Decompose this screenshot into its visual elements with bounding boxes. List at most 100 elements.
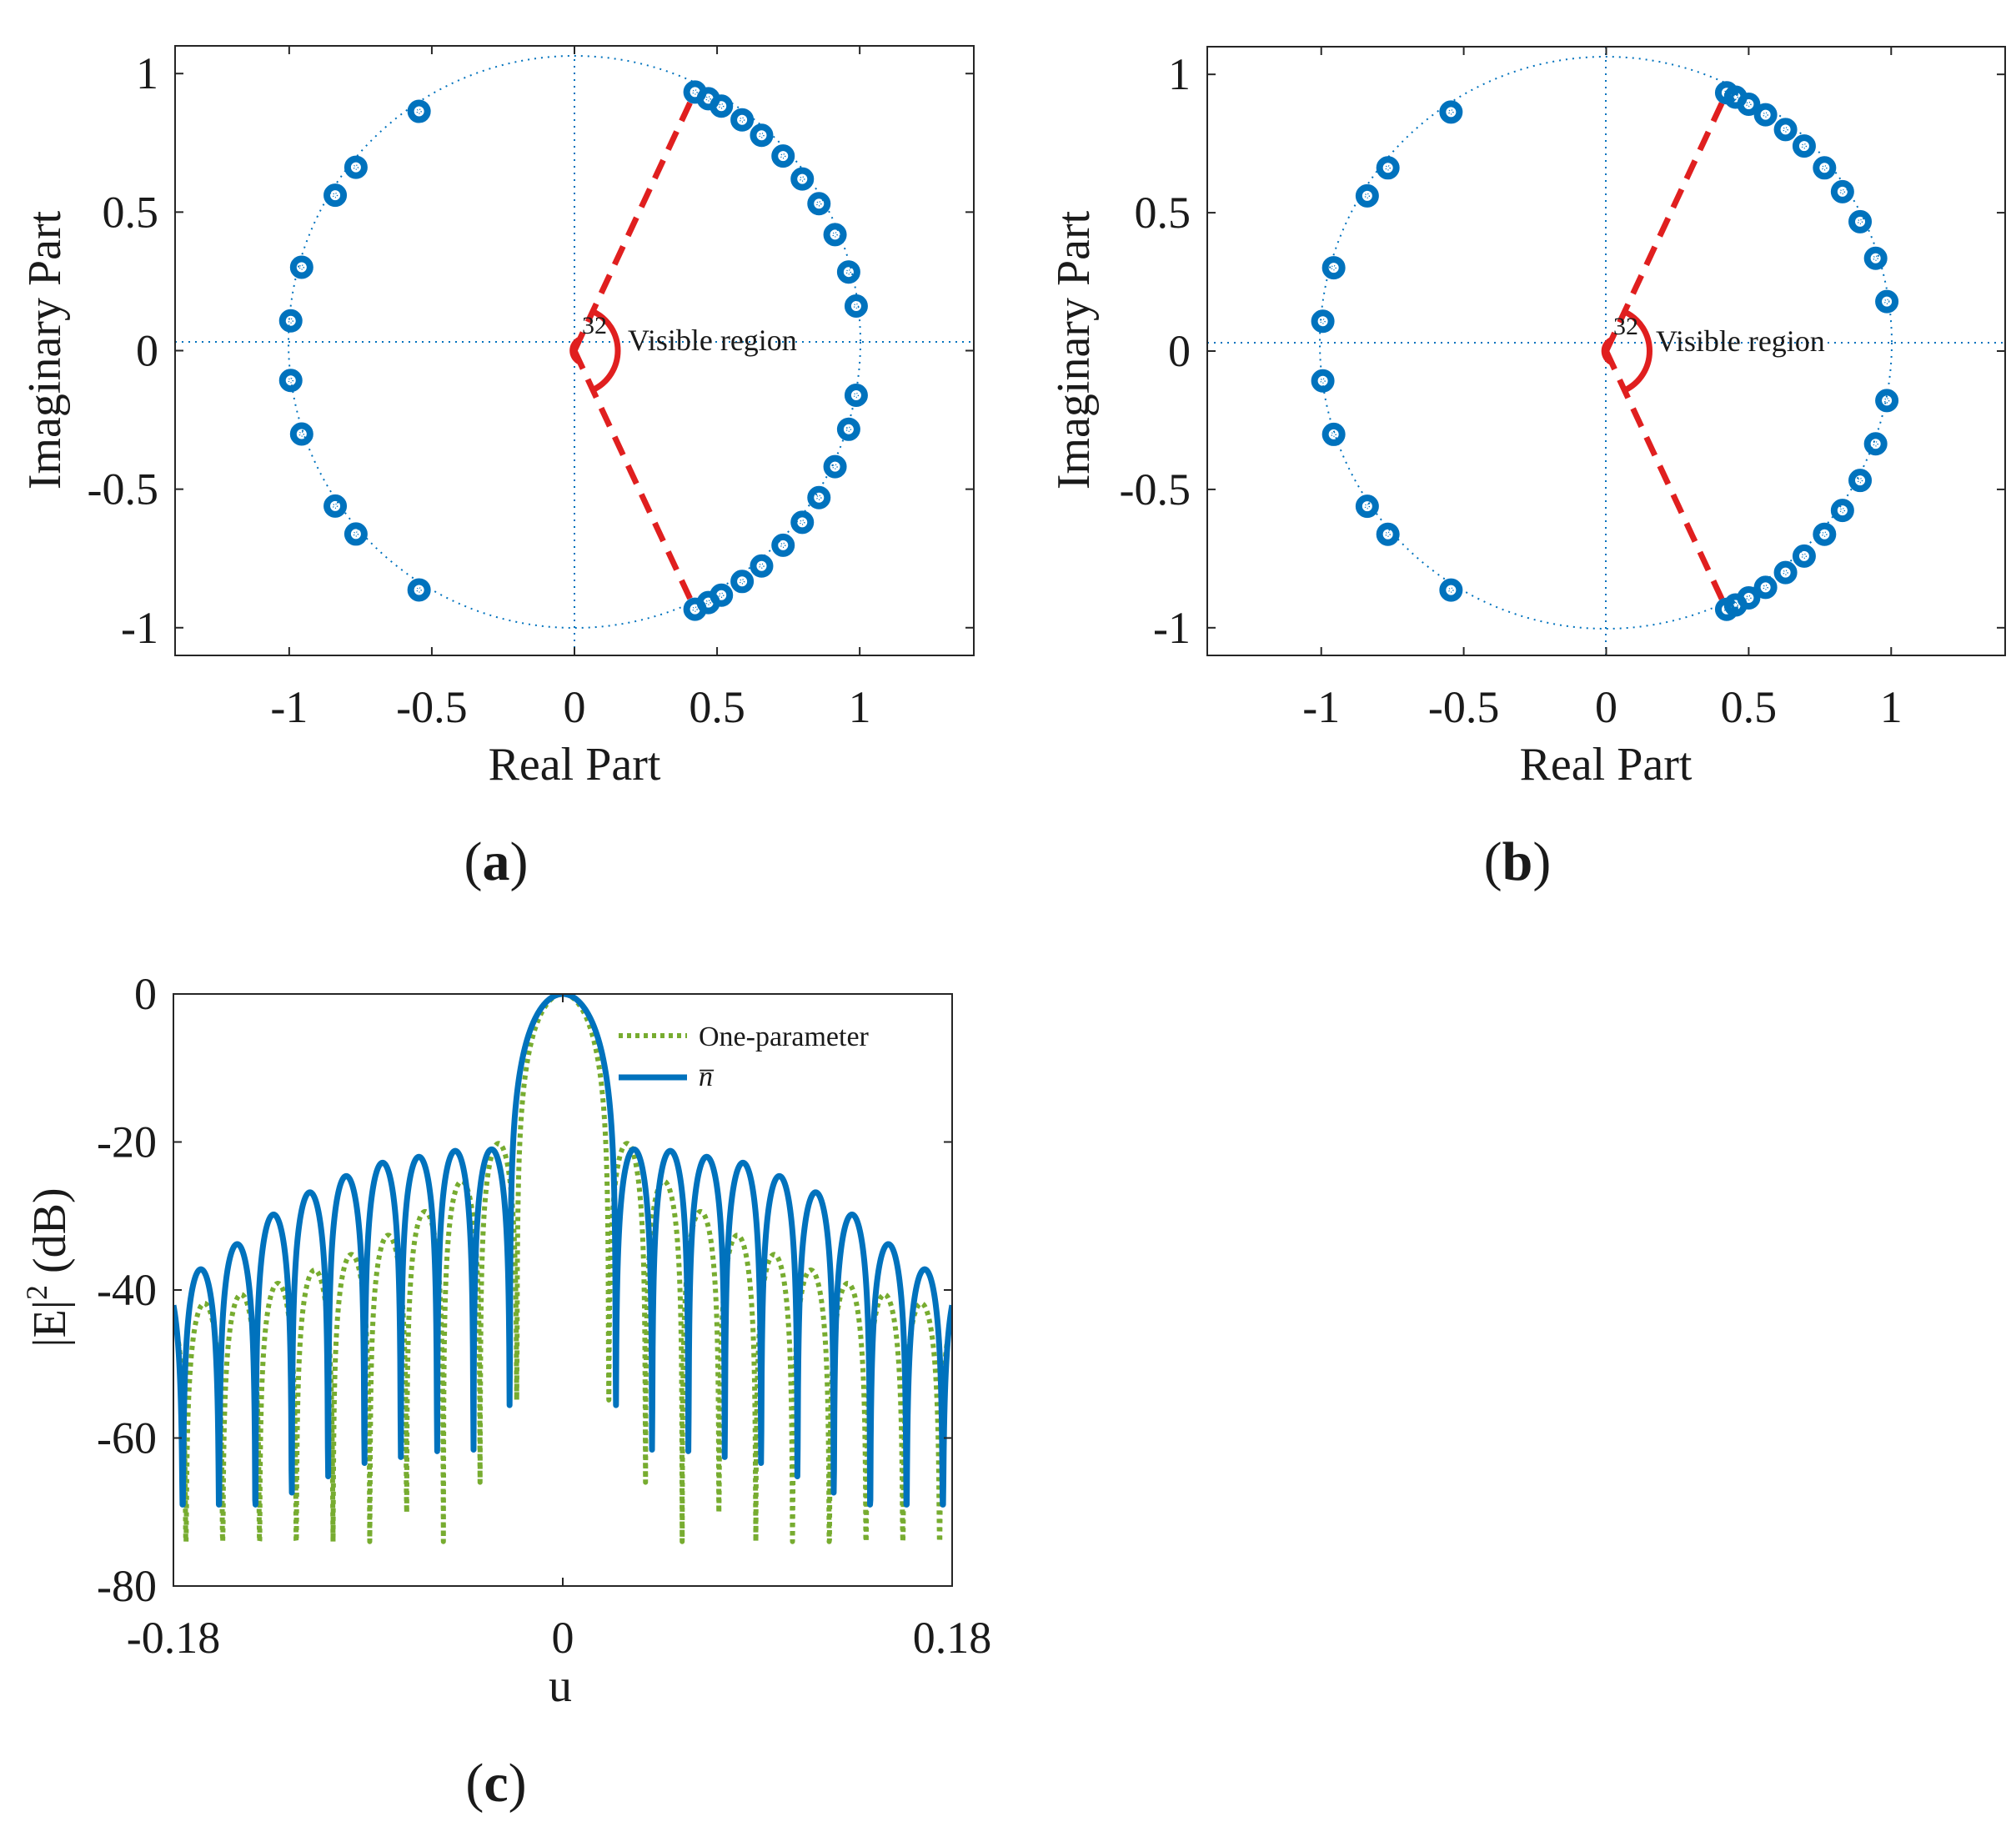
root-center [1873, 255, 1878, 261]
panel-a-angle-label: 32 [582, 312, 607, 339]
y-tick-label: 1 [1168, 49, 1191, 99]
root-marker [1773, 560, 1798, 585]
y-tick-label: -20 [97, 1117, 157, 1167]
root-center [853, 303, 860, 309]
root-center [739, 117, 745, 123]
panel-c-caption-letter: c [484, 1753, 508, 1814]
panel-a-pole-zero-plot: 32 Visible region -1 -0.5 0 0.5 1 10.50-0.5-… [19, 45, 975, 892]
root-center [298, 431, 305, 437]
root-marker [1311, 369, 1335, 393]
y-tick-label: -80 [97, 1561, 157, 1611]
y-tick-label: -1 [1153, 603, 1191, 653]
x-tick-label: 0 [564, 682, 586, 732]
root-marker [289, 255, 313, 279]
x-tick-label: -1 [1302, 682, 1340, 732]
root-marker [1863, 432, 1888, 456]
root-marker [1830, 179, 1854, 203]
panel-c-y-axis-label: |E|2 (dB) [20, 1187, 76, 1347]
root-marker [1848, 209, 1873, 233]
panel-c-y-axis-label-unit: (dB) [24, 1187, 76, 1285]
root-marker [844, 294, 868, 318]
root-marker [710, 94, 734, 118]
panel-b-y-axis-label: Imaginary Part [1048, 210, 1100, 489]
root-marker [750, 554, 774, 578]
root-marker [790, 167, 815, 191]
root-marker [1439, 578, 1463, 602]
root-marker [1355, 494, 1379, 519]
root-center [780, 542, 786, 549]
legend-label-nbar: n̅ [699, 1062, 715, 1092]
root-center [1857, 477, 1863, 484]
root-marker [1792, 134, 1816, 158]
root-center [1364, 193, 1371, 199]
root-marker [1439, 100, 1463, 124]
root-center [739, 579, 745, 585]
root-center [1763, 112, 1768, 118]
root-center [1857, 218, 1863, 225]
y-tick-label: -0.5 [88, 464, 158, 514]
panel-b-x-ticks: -1 -0.5 0 0.5 1 [1302, 47, 1903, 732]
panel-a-caption: (a) [464, 831, 529, 892]
root-marker [323, 494, 348, 518]
root-center [1822, 531, 1828, 537]
root-marker [823, 223, 847, 247]
y-tick-label: 0.5 [1135, 188, 1191, 238]
root-marker [278, 309, 303, 333]
root-center [288, 378, 293, 384]
root-center [816, 201, 822, 207]
root-center [1801, 553, 1808, 560]
panel-b-y-ticks: 1 0.5 0 -0.5 -1 [1120, 49, 2005, 653]
root-center [1733, 602, 1738, 608]
root-marker [1773, 118, 1798, 142]
root-center [1783, 570, 1788, 575]
root-center [416, 587, 422, 593]
root-marker [1321, 256, 1346, 280]
root-center [1883, 398, 1890, 404]
root-marker [1813, 156, 1837, 180]
visible-region-inner-angle-mark [569, 336, 582, 365]
root-center [718, 592, 725, 599]
root-center [1873, 441, 1878, 447]
panel-b-angle-label: 32 [1613, 313, 1638, 340]
root-marker [1875, 289, 1899, 314]
y-tick-label: -1 [121, 603, 158, 653]
root-marker [407, 99, 431, 123]
root-marker [1311, 309, 1335, 334]
root-center [332, 503, 339, 509]
root-center [692, 606, 698, 612]
panel-c-x-ticks: -0.18 0 0.18 [127, 994, 991, 1663]
panel-b-visible-region-lower-edge [1603, 349, 1730, 611]
root-center [1783, 127, 1788, 133]
root-center [332, 192, 339, 198]
root-center [692, 89, 698, 95]
root-center [1448, 109, 1454, 115]
root-marker [344, 155, 368, 179]
root-center [1320, 319, 1326, 324]
panel-c-y-ticks: 0 -20 -40 -60 -80 [97, 969, 952, 1611]
root-center [1331, 264, 1336, 271]
root-center [1733, 94, 1738, 100]
panel-c-series-nbar [173, 994, 952, 1508]
panel-b-caption: (b) [1484, 831, 1552, 892]
panel-b-roots [1311, 81, 1899, 621]
root-center [1385, 531, 1391, 537]
panel-c-y-axis-label-sup: 2 [20, 1285, 53, 1300]
root-marker [1376, 156, 1400, 180]
root-center [759, 133, 765, 138]
root-marker [750, 123, 774, 148]
root-center [1331, 431, 1336, 438]
panel-c-pattern-plot: -0.18 0 0.18 0 -20 -40 -60 -80 One-parameter n… [20, 969, 991, 1814]
x-tick-label: 0.5 [1721, 682, 1778, 732]
panel-a-x-axis-label: Real Part [489, 739, 661, 791]
panel-a-x-ticks: -1 -0.5 0 0.5 1 [270, 46, 871, 732]
x-tick-label: -0.5 [396, 682, 467, 732]
root-marker [344, 522, 368, 546]
panel-b-caption-letter: b [1502, 831, 1533, 892]
panel-a-roots [278, 80, 868, 621]
panel-b-visible-region-upper-edge [1603, 91, 1730, 353]
root-center [353, 531, 359, 537]
root-center [705, 96, 711, 102]
root-center [816, 494, 822, 500]
panel-c-y-axis-label-main: |E| [24, 1300, 76, 1348]
